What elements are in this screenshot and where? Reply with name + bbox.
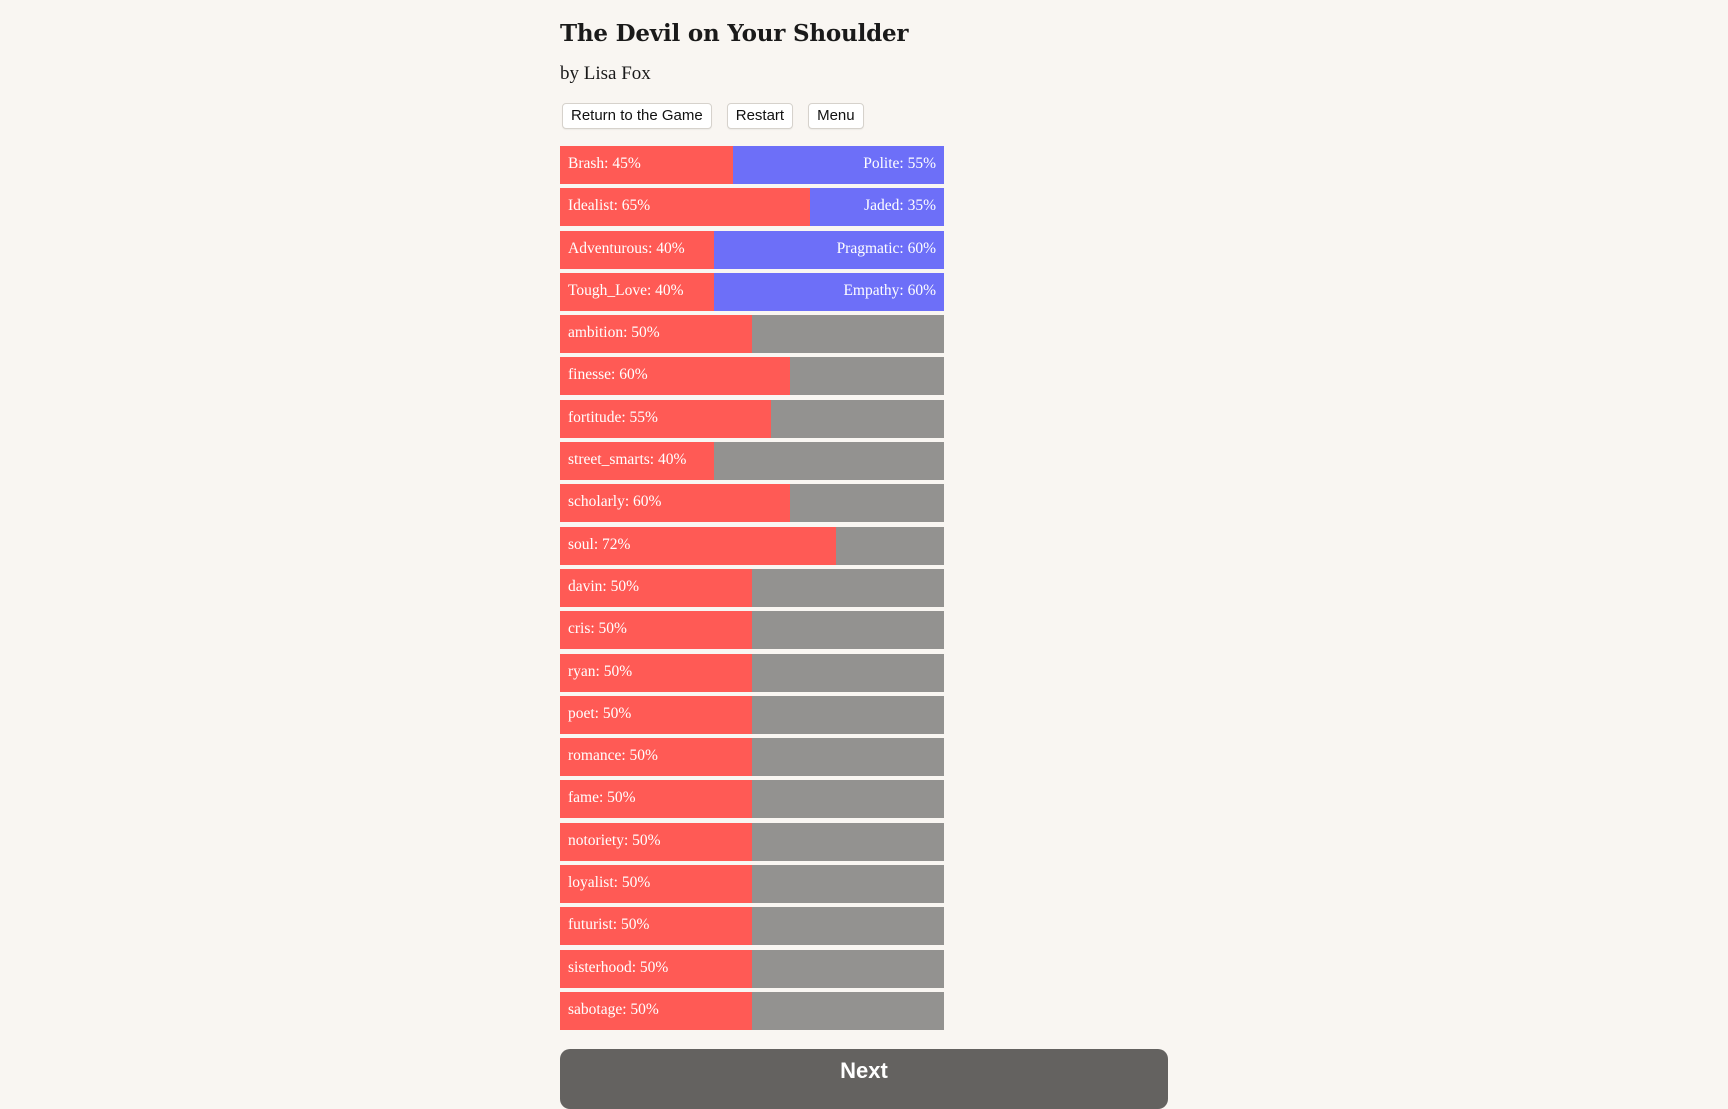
opposed-stat-bar: Adventurous: 40% Pragmatic: 60% — [560, 230, 944, 269]
stat-bar-fill — [560, 822, 752, 861]
stat-bar-fill — [560, 738, 752, 777]
stat-label: fame: 50% — [568, 789, 636, 807]
stat-label: futurist: 50% — [568, 916, 650, 934]
stat-bar-fill — [560, 907, 752, 946]
opposed-stat-bar: Brash: 45% Polite: 55% — [560, 146, 944, 184]
percent-stat-bar: street_smarts: 40% — [560, 442, 944, 481]
stat-bar-fill — [560, 780, 752, 819]
stat-bar-fill — [560, 357, 791, 396]
stat-label: sisterhood: 50% — [568, 958, 669, 976]
percent-stat-bar: futurist: 50% — [560, 907, 944, 946]
stat-bar-fill — [560, 611, 752, 650]
stat-opposed-label: Pragmatic: 60% — [836, 239, 936, 257]
stat-label: ambition: 50% — [568, 324, 660, 342]
stat-label: soul: 72% — [568, 535, 631, 553]
game-title: The Devil on Your Shoulder — [560, 20, 909, 47]
stat-bar-fill — [560, 272, 714, 311]
stat-label: poet: 50% — [568, 704, 632, 722]
stat-label: finesse: 60% — [568, 366, 648, 384]
percent-stat-bar: poet: 50% — [560, 695, 944, 734]
stat-bar-fill — [560, 230, 714, 269]
stat-opposed-label: Jaded: 35% — [864, 197, 936, 215]
stat-bar-fill — [560, 315, 752, 354]
percent-stat-bar: loyalist: 50% — [560, 865, 944, 904]
percent-stat-bar: notoriety: 50% — [560, 822, 944, 861]
toolbar: Return to the Game Restart Menu — [562, 103, 864, 129]
game-author: by Lisa Fox — [560, 63, 651, 84]
stat-bar-fill — [560, 991, 752, 1030]
stat-bar-fill — [560, 146, 733, 184]
percent-stat-bar: sisterhood: 50% — [560, 949, 944, 988]
stat-bar-fill — [560, 695, 752, 734]
stat-label: davin: 50% — [568, 577, 640, 595]
percent-stat-bar: fortitude: 55% — [560, 399, 944, 438]
next-button[interactable]: Next — [560, 1049, 1168, 1109]
stat-bar-fill — [560, 484, 791, 523]
percent-stat-bar: sabotage: 50% — [560, 991, 944, 1030]
stat-label: sabotage: 50% — [568, 1000, 659, 1018]
stat-label: loyalist: 50% — [568, 874, 651, 892]
percent-stat-bar: cris: 50% — [560, 611, 944, 650]
stat-label: romance: 50% — [568, 747, 658, 765]
stat-bar-fill — [560, 442, 714, 481]
stat-label: cris: 50% — [568, 620, 627, 638]
stat-bar-fill — [560, 526, 837, 565]
opposed-stat-bar: Idealist: 65% Jaded: 35% — [560, 188, 944, 227]
percent-stat-bar: soul: 72% — [560, 526, 944, 565]
stat-bar-fill — [560, 568, 752, 607]
stat-label: scholarly: 60% — [568, 493, 662, 511]
percent-stat-bar: ambition: 50% — [560, 315, 944, 354]
stat-opposed-label: Polite: 55% — [863, 155, 936, 172]
percent-stat-bar: davin: 50% — [560, 568, 944, 607]
stat-bar-fill — [560, 653, 752, 692]
stat-bar-fill — [560, 399, 772, 438]
stat-label: Idealist: 65% — [568, 197, 651, 215]
stat-label: street_smarts: 40% — [568, 451, 687, 469]
stat-chart: Brash: 45% Polite: 55% Idealist: 65% Jaded:… — [560, 146, 944, 1034]
stat-bar-fill — [560, 949, 752, 988]
stat-label: Adventurous: 40% — [568, 239, 685, 257]
stat-opposed-label: Empathy: 60% — [843, 281, 936, 299]
stat-bar-fill — [560, 188, 810, 227]
percent-stat-bar: ryan: 50% — [560, 653, 944, 692]
return-to-game-button[interactable]: Return to the Game — [562, 103, 712, 129]
stat-label: fortitude: 55% — [568, 408, 658, 426]
percent-stat-bar: romance: 50% — [560, 738, 944, 777]
restart-button[interactable]: Restart — [726, 103, 794, 129]
stat-label: notoriety: 50% — [568, 831, 661, 849]
stat-label: Tough_Love: 40% — [568, 281, 684, 299]
stat-bar-fill — [560, 865, 752, 904]
percent-stat-bar: scholarly: 60% — [560, 484, 944, 523]
stat-label: Brash: 45% — [568, 155, 641, 172]
opposed-stat-bar: Tough_Love: 40% Empathy: 60% — [560, 272, 944, 311]
stat-label: ryan: 50% — [568, 662, 633, 680]
menu-button[interactable]: Menu — [808, 103, 864, 129]
percent-stat-bar: finesse: 60% — [560, 357, 944, 396]
percent-stat-bar: fame: 50% — [560, 780, 944, 819]
